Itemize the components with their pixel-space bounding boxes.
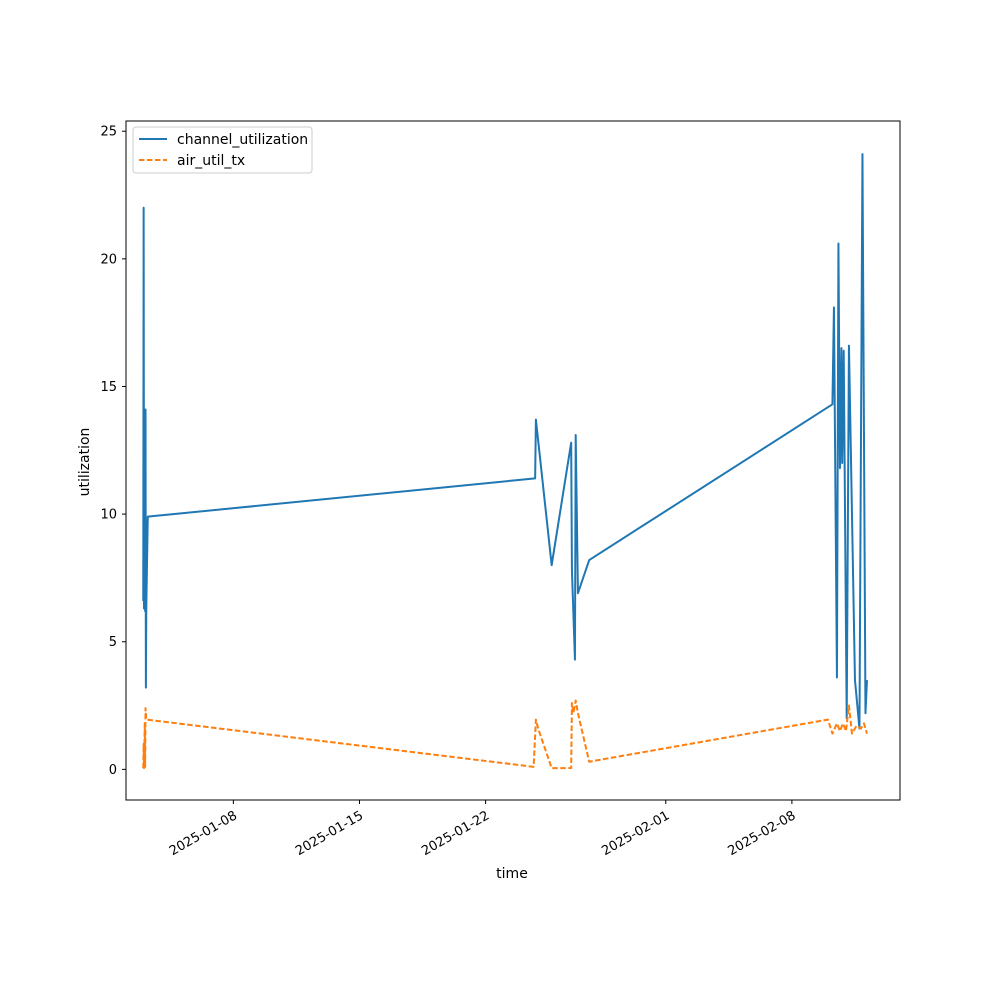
series-line-air-util-tx [142,699,868,770]
y-tick-label: 20 [100,252,117,267]
series-line-channel-utilization [142,153,868,730]
y-tick-label: 5 [109,635,117,650]
axes-frame [125,120,901,801]
y-tick-label: 0 [109,763,117,778]
y-tick-label: 15 [100,380,117,395]
y-tick-label: 25 [100,125,117,140]
y-axis-title: utilization [77,428,93,497]
legend-box [132,126,313,174]
legend-label-air-util-tx: air_util_tx [177,153,245,169]
x-axis-title: time [496,866,528,882]
plot-area [142,153,868,770]
legend-label-channel-utilization: channel_utilization [177,132,308,148]
y-tick-label: 10 [100,508,117,523]
legend: channel_utilization air_util_tx [132,126,313,174]
